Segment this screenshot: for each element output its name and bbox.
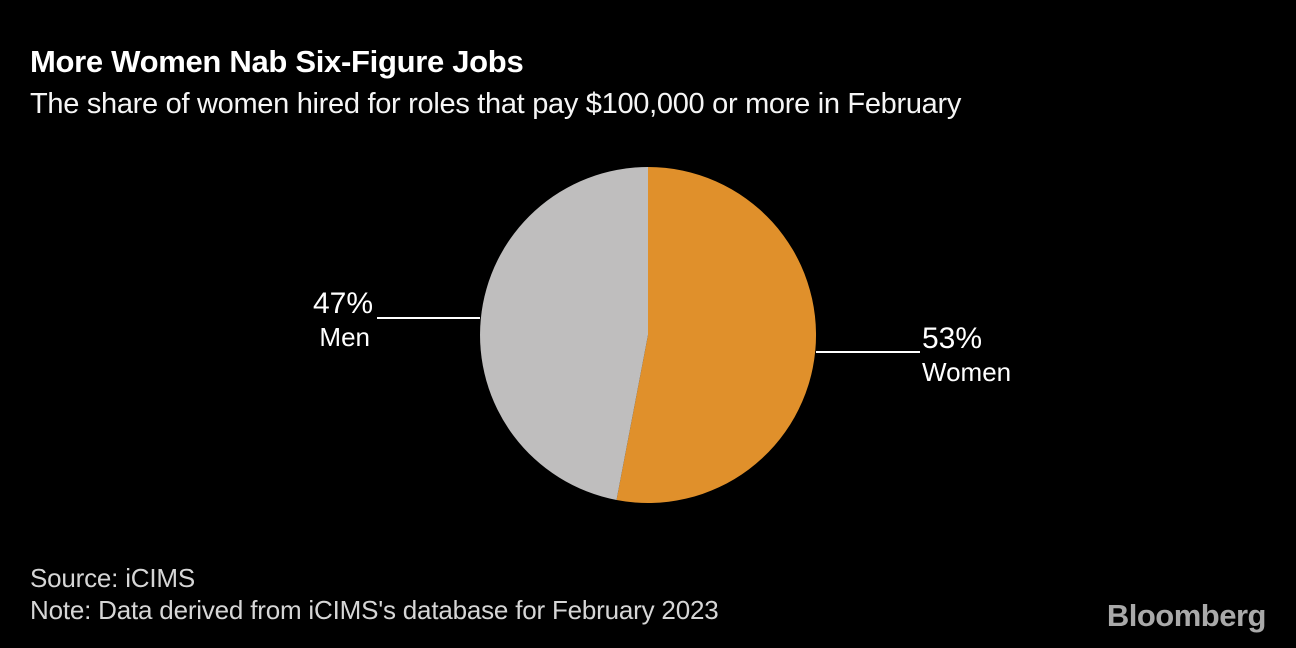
chart-title: More Women Nab Six-Figure Jobs [30,44,524,79]
pie-slice-women [616,167,817,503]
source-text: Source: iCIMS [30,563,196,593]
men-label: Men [319,322,370,352]
pie-slice-men [480,167,648,501]
bloomberg-logo: Bloomberg [1106,598,1267,633]
note-text: Note: Data derived from iCIMS's database… [30,595,719,625]
men-slice-label: 47% Men [313,288,373,354]
chart-header: More Women Nab Six-Figure Jobs The share… [30,40,961,126]
women-label: Women [922,357,1012,387]
women-slice-label: 53% Women [922,323,1011,389]
chart-subtitle: The share of women hired for roles that … [30,88,962,120]
men-percentage: 47% [312,287,373,320]
chart-footer: Source: iCIMS Note: Data derived from iC… [30,562,719,626]
pie-slices [480,167,817,503]
women-percentage: 53% [922,322,983,355]
